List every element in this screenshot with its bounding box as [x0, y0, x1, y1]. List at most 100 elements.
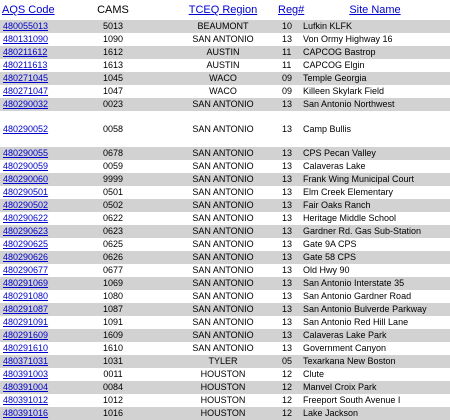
- aqs-code-link[interactable]: 480291080: [3, 291, 49, 301]
- aqs-code-link[interactable]: 480291610: [3, 343, 49, 353]
- site-name-cell: San Antonio Bulverde Parkway: [300, 303, 450, 316]
- aqs-code-cell: 480271047: [0, 85, 58, 98]
- header-tceq-region: TCEQ Region: [168, 0, 278, 20]
- cams-cell: 1610: [102, 343, 124, 353]
- region-number-cell: 12: [282, 395, 293, 405]
- aqs-code-cell: 480291609: [0, 329, 58, 342]
- aqs-code-link[interactable]: 480291609: [3, 330, 49, 340]
- cams-cell: 1087: [58, 303, 168, 316]
- aqs-code-link[interactable]: 480391016: [3, 408, 49, 418]
- region-number-cell: 13: [278, 303, 300, 316]
- table-header-row: AQS Code CAMS TCEQ Region Reg# Site Name: [0, 0, 450, 20]
- aqs-code-cell: 480271045: [0, 72, 58, 85]
- aqs-code-link[interactable]: 480290060: [3, 174, 49, 184]
- aqs-code-link[interactable]: 480391012: [3, 395, 49, 405]
- tceq-region-cell: HOUSTON: [200, 369, 246, 379]
- aqs-code-cell: 480371031: [0, 355, 58, 368]
- tceq-region-cell: TYLER: [168, 355, 278, 368]
- aqs-code-link[interactable]: 480211612: [3, 47, 48, 57]
- tceq-region-cell: BEAUMONT: [168, 20, 278, 33]
- aqs-code-link[interactable]: 480291091: [3, 317, 49, 327]
- cams-cell: 0011: [103, 369, 123, 379]
- cams-cell: 0059: [102, 161, 124, 171]
- tceq-region-cell: SAN ANTONIO: [168, 173, 278, 186]
- aqs-code-cell: 480391004: [0, 381, 58, 394]
- tceq-region-cell: SAN ANTONIO: [168, 98, 278, 111]
- aqs-code-link[interactable]: 480290625: [3, 239, 49, 249]
- aqs-code-link[interactable]: 480131090: [3, 34, 49, 44]
- aqs-code-cell: 480211613: [0, 59, 58, 72]
- site-name-cell: Gate 58 CPS: [300, 251, 450, 264]
- site-name-cell: San Antonio Red Hill Lane: [303, 317, 409, 327]
- tceq-region-cell: SAN ANTONIO: [168, 225, 278, 238]
- region-number-cell: 11: [278, 46, 300, 59]
- table-row: 480290677 0677 SAN ANTONIO 13 Old Hwy 90: [0, 264, 450, 277]
- aqs-code-cell: 480290055: [0, 147, 58, 160]
- cams-cell: 9999: [58, 173, 168, 186]
- site-name-cell: Gardner Rd. Gas Sub-Station: [300, 225, 450, 238]
- region-number-cell: 13: [282, 317, 293, 327]
- aqs-code-link[interactable]: 480290501: [3, 187, 49, 197]
- aqs-code-link[interactable]: 480290059: [3, 161, 49, 171]
- aqs-code-link[interactable]: 480211613: [3, 60, 48, 70]
- region-number-cell: 13: [278, 199, 300, 212]
- site-name-cell: Government Canyon: [303, 343, 387, 353]
- site-name-cell: San Antonio Interstate 35: [300, 277, 450, 290]
- table-row: 480391004 0084 HOUSTON 12 Manvel Croix Park: [0, 381, 450, 394]
- table-row: 480371031 1031 TYLER 05 Texarkana New Boston: [0, 355, 450, 368]
- site-name-cell: Temple Georgia: [300, 72, 450, 85]
- tceq-region-cell: SAN ANTONIO: [192, 187, 254, 197]
- aqs-code-cell: 480290060: [0, 173, 58, 186]
- aqs-code-link[interactable]: 480290623: [3, 226, 49, 236]
- aqs-code-link[interactable]: 480290622: [3, 213, 49, 223]
- tceq-region-cell: SAN ANTONIO: [168, 251, 278, 264]
- tceq-region-cell: SAN ANTONIO: [192, 161, 254, 171]
- cams-cell: 0023: [58, 98, 168, 111]
- sort-aqs-code-link[interactable]: AQS Code: [2, 4, 55, 16]
- region-number-cell: 13: [278, 173, 300, 186]
- sort-tceq-region-link[interactable]: TCEQ Region: [188, 4, 258, 16]
- aqs-code-cell: 480290622: [0, 212, 58, 225]
- cams-cell: 1091: [102, 317, 124, 327]
- aqs-code-link[interactable]: 480271047: [3, 86, 49, 96]
- site-name-cell: Frank Wing Municipal Court: [300, 173, 450, 186]
- aqs-code-link[interactable]: 480290626: [3, 252, 49, 262]
- aqs-code-link[interactable]: 480290502: [3, 200, 49, 210]
- header-region-number: Reg#: [278, 0, 304, 20]
- table-row: 480291610 1610 SAN ANTONIO 13 Government Can…: [0, 342, 450, 355]
- table-row: 480271045 1045 WACO 09 Temple Georgia: [0, 72, 450, 85]
- region-number-cell: 13: [278, 251, 300, 264]
- aqs-code-cell: 480290623: [0, 225, 58, 238]
- region-number-cell: 12: [278, 381, 300, 394]
- aqs-code-link[interactable]: 480371031: [3, 356, 49, 366]
- tceq-region-cell: AUSTIN: [168, 46, 278, 59]
- aqs-code-cell: 480290626: [0, 251, 58, 264]
- aqs-code-cell: 480290052: [0, 111, 58, 147]
- aqs-code-link[interactable]: 480290677: [3, 265, 49, 275]
- aqs-code-link[interactable]: 480271045: [3, 73, 49, 83]
- sort-region-number-link[interactable]: Reg#: [278, 4, 305, 16]
- aqs-code-link[interactable]: 480290055: [3, 148, 49, 158]
- region-number-cell: 13: [278, 225, 300, 238]
- aqs-code-link[interactable]: 480291069: [3, 278, 49, 288]
- aqs-code-link[interactable]: 480391004: [3, 382, 49, 392]
- region-number-cell: 13: [278, 329, 300, 342]
- site-name-cell: Fair Oaks Ranch: [300, 199, 450, 212]
- table-row: 480290032 0023 SAN ANTONIO 13 San Antonio No…: [0, 98, 450, 111]
- region-number-cell: 13: [282, 34, 293, 44]
- table-row: 480290623 0623 SAN ANTONIO 13 Gardner Rd. Ga…: [0, 225, 450, 238]
- tceq-region-cell: SAN ANTONIO: [192, 123, 254, 134]
- cams-cell: 0623: [58, 225, 168, 238]
- cams-cell: 1613: [102, 60, 124, 70]
- tceq-region-cell: SAN ANTONIO: [192, 265, 254, 275]
- aqs-code-cell: 480290625: [0, 238, 58, 251]
- cams-cell: 1609: [58, 329, 168, 342]
- site-name-cell: Calaveras Lake Park: [300, 329, 450, 342]
- aqs-code-link[interactable]: 480290032: [3, 99, 49, 109]
- aqs-code-link[interactable]: 480290052: [3, 123, 49, 134]
- aqs-code-link[interactable]: 480055013: [3, 21, 49, 31]
- aqs-code-link[interactable]: 480291087: [3, 304, 49, 314]
- aqs-code-link[interactable]: 480391003: [3, 369, 49, 379]
- region-number-cell: 13: [278, 98, 300, 111]
- sort-site-name-link[interactable]: Site Name: [349, 4, 401, 16]
